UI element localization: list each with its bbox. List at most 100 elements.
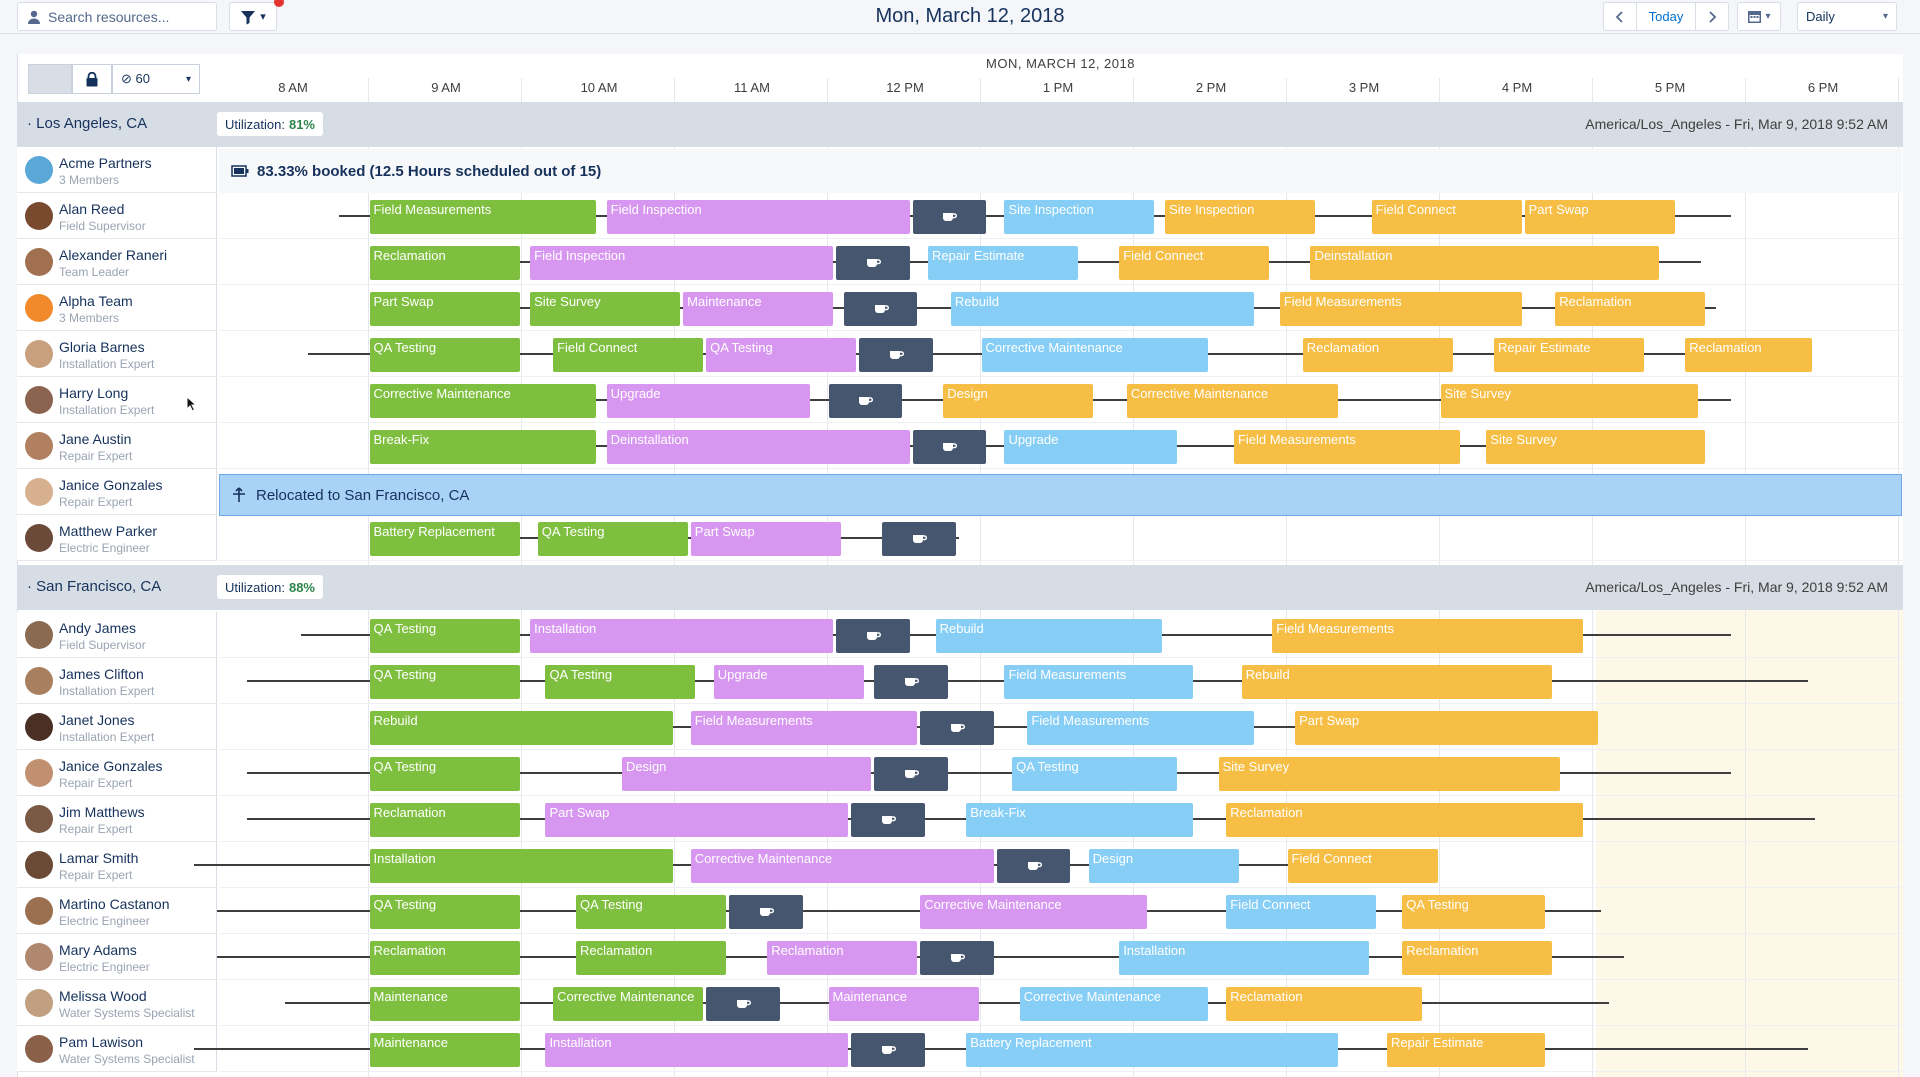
appointment-block[interactable]: Reclamation	[1226, 803, 1583, 837]
break-block[interactable]	[912, 430, 987, 464]
appointment-block[interactable]: Upgrade	[1004, 430, 1178, 464]
appointment-block[interactable]: Rebuild	[935, 619, 1163, 653]
appointment-block[interactable]: Field Measurements	[1279, 292, 1522, 326]
appointment-block[interactable]: Corrective Maintenance	[1019, 987, 1208, 1021]
appointment-block[interactable]: QA Testing	[369, 619, 520, 653]
group-row-los-angeles[interactable]: · Los Angeles, CA Utilization: 81% Americ…	[17, 102, 1903, 147]
appointment-block[interactable]: Break-Fix	[369, 430, 596, 464]
break-block[interactable]	[874, 665, 948, 699]
break-block[interactable]	[851, 803, 925, 837]
view-select[interactable]: Daily ▾	[1797, 2, 1897, 31]
appointment-block[interactable]: Site Survey	[1440, 384, 1698, 418]
break-block[interactable]	[920, 941, 994, 975]
resource-row[interactable]: Janet Jones Installation Expert	[17, 704, 217, 750]
resource-row[interactable]: Mary Adams Electric Engineer	[17, 934, 217, 980]
resource-row[interactable]: Lamar Smith Repair Expert	[17, 842, 217, 888]
break-block[interactable]	[882, 522, 956, 556]
appointment-block[interactable]: QA Testing	[706, 338, 857, 372]
group-row-san-francisco[interactable]: · San Francisco, CA Utilization: 88% Amer…	[17, 565, 1903, 610]
appointment-block[interactable]: Site Inspection	[1165, 200, 1316, 234]
slot-size-select[interactable]: ⊘ 60 ▾	[112, 64, 200, 94]
appointment-block[interactable]: Reclamation	[1302, 338, 1453, 372]
appointment-block[interactable]: Reclamation	[767, 941, 918, 975]
appointment-block[interactable]: Site Survey	[530, 292, 681, 326]
break-block[interactable]	[874, 757, 948, 791]
appointment-block[interactable]: Reclamation	[1685, 338, 1813, 372]
appointment-block[interactable]: Design	[1088, 849, 1239, 883]
appointment-block[interactable]: Reclamation	[1402, 941, 1553, 975]
appointment-block[interactable]: Upgrade	[713, 665, 864, 699]
break-block[interactable]	[843, 292, 918, 326]
appointment-block[interactable]: Battery Replacement	[369, 522, 520, 556]
appointment-block[interactable]: Field Measurements	[1004, 665, 1193, 699]
appointment-block[interactable]: Repair Estimate	[1494, 338, 1645, 372]
appointment-block[interactable]: Field Measurements	[369, 200, 596, 234]
relocation-bar[interactable]: Relocated to San Francisco, CA	[219, 474, 1902, 516]
today-button[interactable]: Today	[1636, 2, 1696, 31]
appointment-block[interactable]: Deinstallation	[606, 430, 910, 464]
appointment-block[interactable]: Field Connect	[1371, 200, 1522, 234]
break-block[interactable]	[912, 200, 987, 234]
calendar-picker-button[interactable]: ▾	[1737, 2, 1781, 31]
resource-row[interactable]: Acme Partners 3 Members	[17, 147, 217, 193]
appointment-block[interactable]: Rebuild	[1241, 665, 1553, 699]
appointment-block[interactable]: Corrective Maintenance	[690, 849, 994, 883]
resource-row[interactable]: Alpha Team 3 Members	[17, 285, 217, 331]
appointment-block[interactable]: Reclamation	[369, 803, 520, 837]
resource-row[interactable]: James Clifton Installation Expert	[17, 658, 217, 704]
appointment-block[interactable]: Corrective Maintenance	[920, 895, 1147, 929]
break-block[interactable]	[706, 987, 780, 1021]
appointment-block[interactable]: Reclamation	[1555, 292, 1706, 326]
appointment-block[interactable]: Field Connect	[1226, 895, 1377, 929]
search-input[interactable]: Search resources...	[17, 2, 217, 31]
resource-row[interactable]: Jane Austin Repair Expert	[17, 423, 217, 469]
appointment-block[interactable]: Site Survey	[1486, 430, 1706, 464]
appointment-block[interactable]: Maintenance	[683, 292, 834, 326]
appointment-block[interactable]: Corrective Maintenance	[981, 338, 1208, 372]
appointment-block[interactable]: Field Inspection	[530, 246, 834, 280]
resource-row[interactable]: Gloria Barnes Installation Expert	[17, 331, 217, 377]
appointment-block[interactable]: Site Survey	[1218, 757, 1560, 791]
appointment-block[interactable]: Break-Fix	[966, 803, 1193, 837]
resource-row[interactable]: Andy James Field Supervisor	[17, 612, 217, 658]
lock-button[interactable]	[72, 64, 112, 94]
break-block[interactable]	[859, 338, 933, 372]
appointment-block[interactable]: Maintenance	[369, 987, 520, 1021]
break-block[interactable]	[920, 711, 994, 745]
appointment-block[interactable]: Part Swap	[690, 522, 841, 556]
appointment-block[interactable]: Design	[621, 757, 872, 791]
resource-row[interactable]: Martino Castanon Electric Engineer	[17, 888, 217, 934]
appointment-block[interactable]: Part Swap	[1295, 711, 1599, 745]
resource-row[interactable]: Pam Lawison Water Systems Specialist	[17, 1026, 217, 1072]
appointment-block[interactable]: Repair Estimate	[927, 246, 1078, 280]
appointment-block[interactable]: Field Inspection	[606, 200, 910, 234]
appointment-block[interactable]: Field Measurements	[1233, 430, 1461, 464]
appointment-block[interactable]: Corrective Maintenance	[1126, 384, 1339, 418]
appointment-block[interactable]: QA Testing	[545, 665, 696, 699]
break-block[interactable]	[729, 895, 803, 929]
appointment-block[interactable]: Maintenance	[828, 987, 979, 1021]
appointment-block[interactable]: Reclamation	[369, 246, 520, 280]
next-day-button[interactable]	[1695, 2, 1729, 31]
appointment-block[interactable]: Installation	[545, 1033, 849, 1067]
appointment-block[interactable]: Field Measurements	[1027, 711, 1254, 745]
break-block[interactable]	[828, 384, 902, 418]
appointment-block[interactable]: Part Swap	[369, 292, 520, 326]
break-block[interactable]	[996, 849, 1071, 883]
appointment-block[interactable]: Corrective Maintenance	[369, 384, 596, 418]
appointment-block[interactable]: QA Testing	[576, 895, 727, 929]
resource-row[interactable]: Alan Reed Field Supervisor	[17, 193, 217, 239]
appointment-block[interactable]: Field Measurements	[1272, 619, 1583, 653]
appointment-block[interactable]: Battery Replacement	[966, 1033, 1339, 1067]
appointment-block[interactable]: Upgrade	[606, 384, 811, 418]
resource-row[interactable]: Jim Matthews Repair Expert	[17, 796, 217, 842]
appointment-block[interactable]: Part Swap	[1524, 200, 1675, 234]
resource-row[interactable]: Alexander Raneri Team Leader	[17, 239, 217, 285]
appointment-block[interactable]: Field Connect	[1119, 246, 1270, 280]
appointment-block[interactable]: Site Inspection	[1004, 200, 1155, 234]
appointment-block[interactable]: Installation	[530, 619, 834, 653]
appointment-block[interactable]: Maintenance	[369, 1033, 520, 1067]
break-block[interactable]	[836, 246, 910, 280]
resource-row[interactable]: Matthew Parker Electric Engineer	[17, 515, 217, 561]
appointment-block[interactable]: Repair Estimate	[1386, 1033, 1545, 1067]
